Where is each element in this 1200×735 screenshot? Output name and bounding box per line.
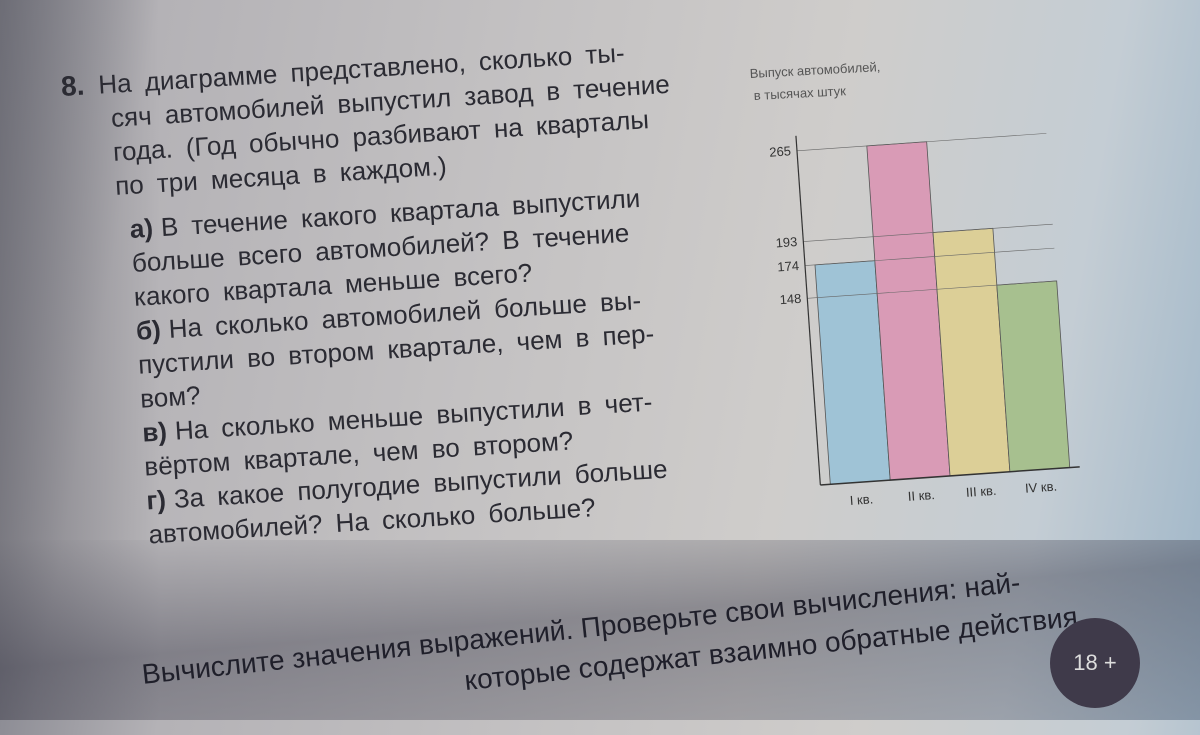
x-tick-label: III кв.: [965, 483, 997, 500]
problem-8: 8. На диаграмме представлено, сколько ты-…: [60, 27, 788, 555]
gridline: [803, 223, 1053, 242]
y-tick-label: 265: [769, 143, 792, 159]
problem-number: 8.: [60, 69, 86, 102]
gridline: [796, 133, 1047, 152]
page-badge: 18 +: [1050, 618, 1140, 708]
chart-subtitle: в тысячах штук: [753, 83, 846, 103]
x-tick-label: II кв.: [907, 487, 935, 504]
question-label: в): [141, 416, 168, 448]
question-label: б): [135, 314, 162, 346]
bar: [996, 280, 1071, 473]
bar-chart: Выпуск автомобилей,в тысячах штук1481741…: [749, 59, 1080, 508]
chart-title: Выпуск автомобилей,: [749, 59, 880, 81]
plot-area: 148 174 193 265 I кв. II кв. III кв. IV кв.: [769, 133, 1080, 508]
x-axis: [820, 466, 1080, 486]
shadow: [0, 0, 160, 720]
question-label: а): [128, 212, 154, 245]
y-tick-label: 174: [777, 258, 800, 274]
shadow: [0, 540, 1200, 720]
gridline: [807, 280, 1057, 299]
question-label: г): [145, 484, 167, 516]
x-tick-label: I кв.: [849, 491, 873, 508]
y-axis: [795, 135, 821, 486]
y-tick-label: 193: [775, 234, 798, 250]
questions: а) В течение какого квартала выпустили бол…: [69, 173, 788, 555]
x-tick-label: IV кв.: [1024, 478, 1057, 495]
gridline: [804, 247, 1055, 266]
y-tick-label: 148: [779, 291, 802, 307]
question-text: вом?: [139, 380, 202, 414]
